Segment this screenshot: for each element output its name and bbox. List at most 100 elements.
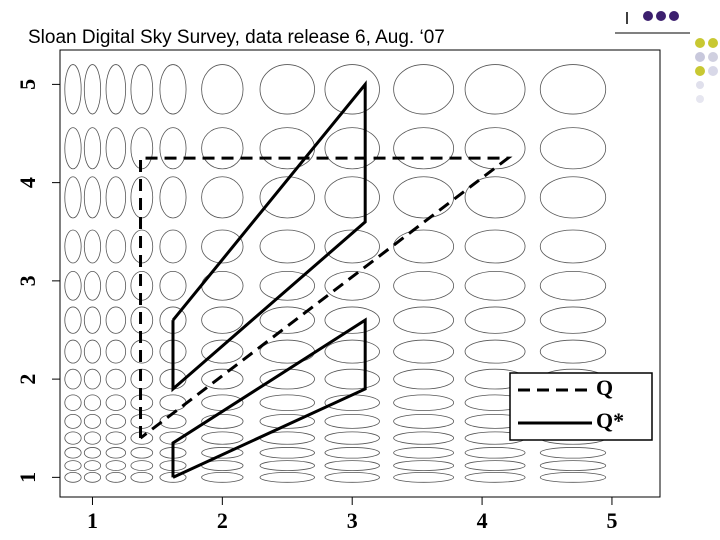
ellipse xyxy=(464,306,526,334)
ellipse xyxy=(539,270,607,301)
ellipse xyxy=(64,431,82,445)
ellipse xyxy=(201,368,244,390)
ellipse xyxy=(201,176,244,219)
x-tick-label: 3 xyxy=(347,508,358,533)
ellipse xyxy=(64,176,82,219)
ellipse xyxy=(201,339,244,364)
ellipse xyxy=(393,306,455,334)
ellipse xyxy=(259,127,315,170)
ellipse xyxy=(324,472,380,483)
ellipse xyxy=(105,413,127,429)
ellipse xyxy=(539,229,607,264)
ellipse xyxy=(393,460,455,471)
ellipse xyxy=(539,64,607,115)
ellipse xyxy=(130,472,154,483)
ellipse xyxy=(464,447,526,459)
y-tick-label: 5 xyxy=(15,79,40,90)
ellipse xyxy=(159,64,187,115)
slide-title: Sloan Digital Sky Survey, data release 6… xyxy=(28,27,445,48)
ellipse xyxy=(259,176,315,219)
ellipse xyxy=(324,306,380,334)
ellipse xyxy=(64,270,82,301)
ellipse xyxy=(83,394,102,411)
x-tick-label: 2 xyxy=(217,508,228,533)
ellipse xyxy=(159,270,187,301)
ellipse xyxy=(64,306,82,334)
ellipse xyxy=(64,368,82,390)
legend-box xyxy=(509,372,653,441)
ellipse xyxy=(464,64,526,115)
ellipse xyxy=(464,270,526,301)
ellipse xyxy=(201,472,244,483)
ellipse xyxy=(64,64,82,115)
ellipse xyxy=(324,64,380,115)
ellipse xyxy=(201,229,244,264)
x-tick-label: 4 xyxy=(477,508,488,533)
ellipse xyxy=(105,472,127,483)
ellipse xyxy=(201,64,244,115)
ellipse xyxy=(539,472,607,483)
ellipse xyxy=(130,460,154,471)
ellipse xyxy=(324,127,380,170)
ellipse xyxy=(393,413,455,429)
ellipse xyxy=(83,431,102,445)
ellipse xyxy=(259,394,315,411)
ellipse xyxy=(324,176,380,219)
ellipse xyxy=(324,270,380,301)
ellipse xyxy=(83,270,102,301)
ellipse xyxy=(201,306,244,334)
ellipse xyxy=(64,127,82,170)
ellipse xyxy=(64,229,82,264)
ellipse xyxy=(324,431,380,445)
ellipse xyxy=(259,229,315,264)
ellipse xyxy=(464,127,526,170)
ellipse xyxy=(393,368,455,390)
ellipse xyxy=(83,176,102,219)
ellipse xyxy=(105,431,127,445)
ellipse xyxy=(105,460,127,471)
ellipse xyxy=(64,472,82,483)
ellipse xyxy=(159,127,187,170)
ellipse xyxy=(393,176,455,219)
ellipse xyxy=(464,339,526,364)
ellipse xyxy=(64,413,82,429)
plot-frame xyxy=(59,49,661,498)
ellipse xyxy=(324,413,380,429)
ellipse xyxy=(393,270,455,301)
ellipse xyxy=(324,339,380,364)
ellipse xyxy=(324,368,380,390)
ellipse xyxy=(464,229,526,264)
legend: Q Q* xyxy=(509,372,653,441)
ellipse xyxy=(105,339,127,364)
ellipse xyxy=(464,176,526,219)
ellipse xyxy=(83,127,102,170)
ellipse xyxy=(259,368,315,390)
ellipse xyxy=(64,447,82,459)
legend-label: Q xyxy=(596,375,613,400)
ellipse xyxy=(259,413,315,429)
ellipse xyxy=(539,339,607,364)
ellipse xyxy=(324,447,380,459)
ellipse xyxy=(393,229,455,264)
ellipse xyxy=(539,306,607,334)
ellipse xyxy=(83,64,102,115)
ellipse xyxy=(324,460,380,471)
ellipse xyxy=(201,431,244,445)
ellipse xyxy=(539,176,607,219)
legend-label: Q* xyxy=(596,408,624,433)
ellipse xyxy=(159,229,187,264)
series-line xyxy=(139,156,513,440)
ellipse xyxy=(159,413,187,429)
y-tick-label: 1 xyxy=(15,472,40,483)
ellipse xyxy=(259,306,315,334)
ellipse xyxy=(83,460,102,471)
ellipse xyxy=(105,447,127,459)
y-tick-label: 2 xyxy=(15,374,40,385)
ellipse xyxy=(393,127,455,170)
ellipse xyxy=(130,447,154,459)
ellipse xyxy=(83,413,102,429)
ellipse xyxy=(259,447,315,459)
ellipse xyxy=(539,447,607,459)
ellipse xyxy=(105,368,127,390)
